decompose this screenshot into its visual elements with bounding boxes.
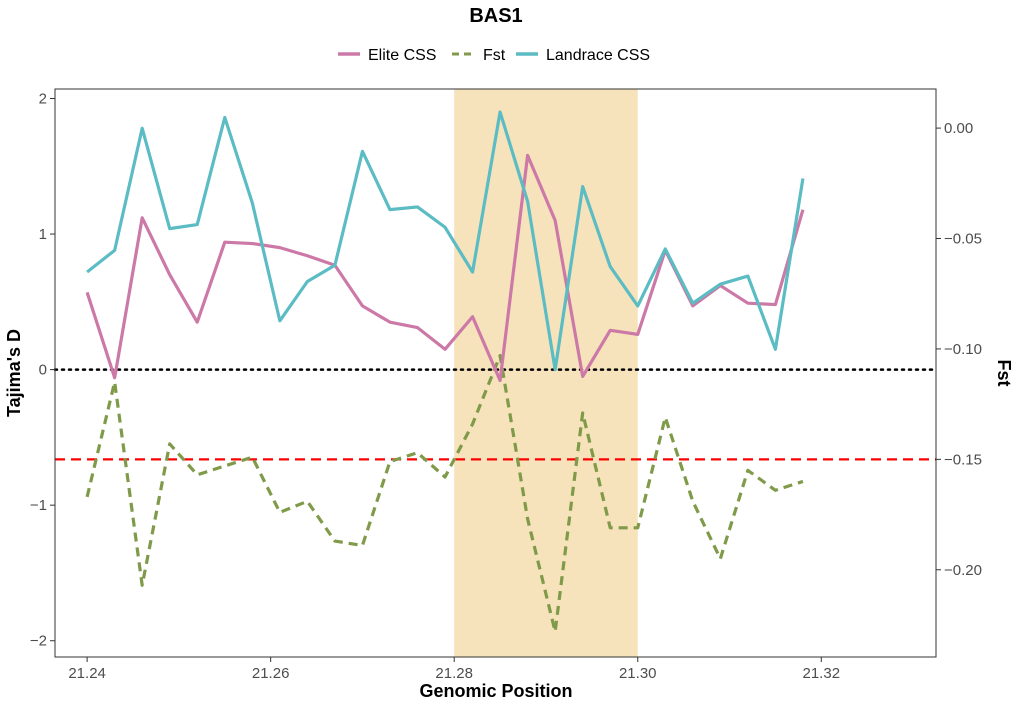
- x-axis-title: Genomic Position: [419, 681, 572, 701]
- y2-tick-label: −0.20: [944, 562, 982, 579]
- x-tick-label: 21.28: [435, 665, 473, 682]
- highlight-region: [454, 89, 638, 657]
- plot-area: [53, 89, 938, 657]
- panel-border: [54, 88, 937, 658]
- legend-label-fst: Fst: [483, 47, 506, 64]
- legend-label-landrace-css: Landrace CSS: [546, 47, 650, 64]
- series-line-elite-css: [85, 153, 805, 383]
- x-tick-label: 21.30: [619, 665, 657, 682]
- y-tick-label: −1: [30, 497, 47, 514]
- y-tick-label: 2: [39, 90, 47, 107]
- x-tick-label: 21.26: [252, 665, 290, 682]
- axes: 21.24 21.26 21.28 21.30 21.32 −2 −1 0 1 2 −0.20 −0.…: [30, 90, 982, 682]
- y2-tick-label: −0.15: [944, 451, 982, 468]
- y2-tick-label: −0.10: [944, 341, 982, 358]
- chart-title: BAS1: [469, 5, 522, 27]
- x-tick-label: 21.24: [68, 665, 106, 682]
- legend: Elite CSS Fst Landrace CSS: [338, 47, 650, 64]
- series-line-landrace-css: [86, 110, 805, 372]
- y-tick-label: 0: [39, 362, 47, 379]
- y-tick-label: −2: [30, 633, 47, 650]
- y-axis-title: Tajima's D: [4, 329, 24, 417]
- y2-tick-label: 0.00: [944, 120, 973, 137]
- x-tick-label: 21.32: [803, 665, 841, 682]
- y2-axis-title: Fst: [994, 360, 1014, 387]
- y-tick-label: 1: [39, 226, 47, 243]
- y2-tick-label: −0.05: [944, 231, 982, 248]
- legend-label-elite-css: Elite CSS: [368, 47, 436, 64]
- series-line-fst: [85, 353, 804, 634]
